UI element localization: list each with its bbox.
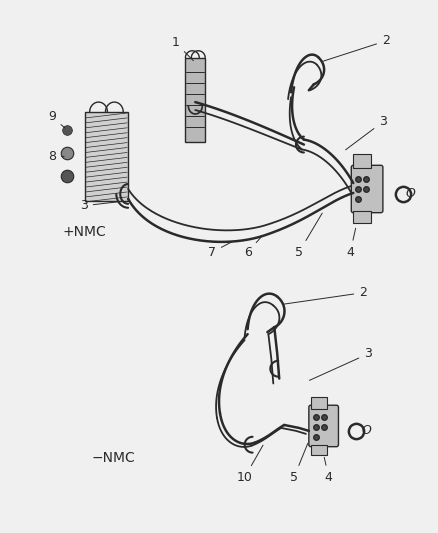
Text: 2: 2 xyxy=(321,35,390,62)
Text: 8: 8 xyxy=(48,150,64,163)
Text: −NMC: −NMC xyxy=(92,450,135,465)
Text: 10: 10 xyxy=(237,445,263,484)
Bar xyxy=(185,58,205,142)
Text: 5: 5 xyxy=(295,213,322,259)
Text: O: O xyxy=(406,188,416,200)
Bar xyxy=(311,397,327,409)
Bar xyxy=(353,155,371,168)
Bar xyxy=(85,112,128,201)
Text: O: O xyxy=(361,424,371,438)
Text: 4: 4 xyxy=(324,457,332,484)
Text: 4: 4 xyxy=(346,228,356,259)
FancyBboxPatch shape xyxy=(309,405,339,447)
FancyBboxPatch shape xyxy=(351,165,383,213)
Text: 9: 9 xyxy=(48,110,65,128)
Text: 5: 5 xyxy=(290,443,308,484)
Text: 6: 6 xyxy=(244,236,262,259)
Text: 3: 3 xyxy=(80,199,124,212)
Text: 3: 3 xyxy=(309,348,372,381)
Bar xyxy=(311,445,327,455)
Text: 2: 2 xyxy=(284,286,367,304)
Bar xyxy=(353,211,371,223)
Text: 7: 7 xyxy=(208,241,232,259)
Text: 1: 1 xyxy=(172,36,193,61)
Text: 3: 3 xyxy=(346,115,387,150)
Text: +NMC: +NMC xyxy=(62,225,106,239)
